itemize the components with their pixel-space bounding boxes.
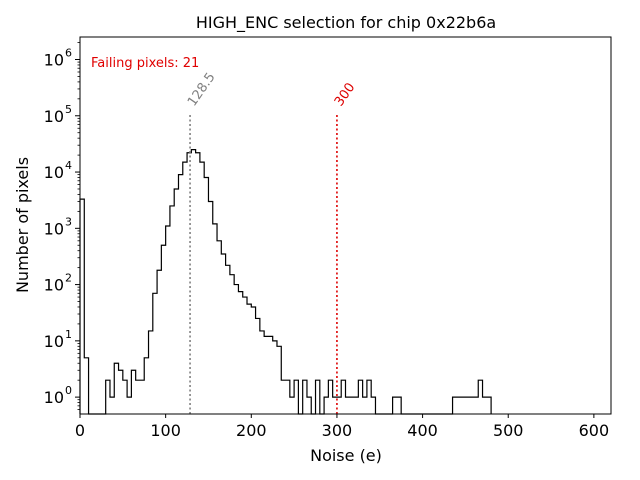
y-tick-exponent: 1	[65, 328, 72, 341]
y-tick-label: 10	[44, 163, 64, 182]
y-axis-label: Number of pixels	[13, 157, 32, 293]
vline-label-0: 128.5	[185, 70, 219, 109]
histogram-step-line	[79, 149, 492, 415]
x-tick-label: 300	[322, 421, 353, 440]
y-tick-label: 10	[44, 107, 64, 126]
y-tick-exponent: 3	[65, 215, 72, 228]
chart-title: HIGH_ENC selection for chip 0x22b6a	[196, 13, 496, 33]
y-tick-exponent: 5	[65, 103, 72, 116]
x-tick-label: 400	[407, 421, 438, 440]
y-tick-label: 10	[44, 388, 64, 407]
y-tick-label: 10	[44, 332, 64, 351]
x-tick-label: 600	[579, 421, 610, 440]
y-tick-exponent: 4	[65, 159, 72, 172]
x-axis-label: Noise (e)	[310, 446, 382, 465]
x-tick-label: 100	[150, 421, 181, 440]
vline-label-1: 300	[332, 80, 359, 109]
y-tick-label: 10	[44, 219, 64, 238]
axes-frame	[79, 36, 612, 415]
y-tick-exponent: 2	[65, 272, 72, 285]
y-tick-label: 10	[44, 276, 64, 295]
x-tick-label: 0	[75, 421, 85, 440]
y-tick-exponent: 0	[65, 384, 72, 397]
failing-pixels-annotation: Failing pixels: 21	[91, 56, 199, 71]
y-tick-label: 10	[44, 51, 64, 70]
x-tick-label: 200	[236, 421, 267, 440]
x-tick-label: 500	[493, 421, 524, 440]
plot-area	[75, 36, 612, 418]
y-tick-exponent: 6	[65, 47, 72, 60]
